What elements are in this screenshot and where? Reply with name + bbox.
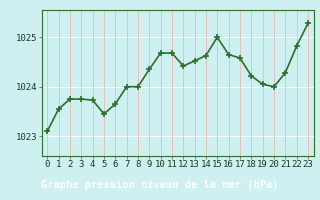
Text: Graphe pression niveau de la mer (hPa): Graphe pression niveau de la mer (hPa) [41, 180, 279, 190]
